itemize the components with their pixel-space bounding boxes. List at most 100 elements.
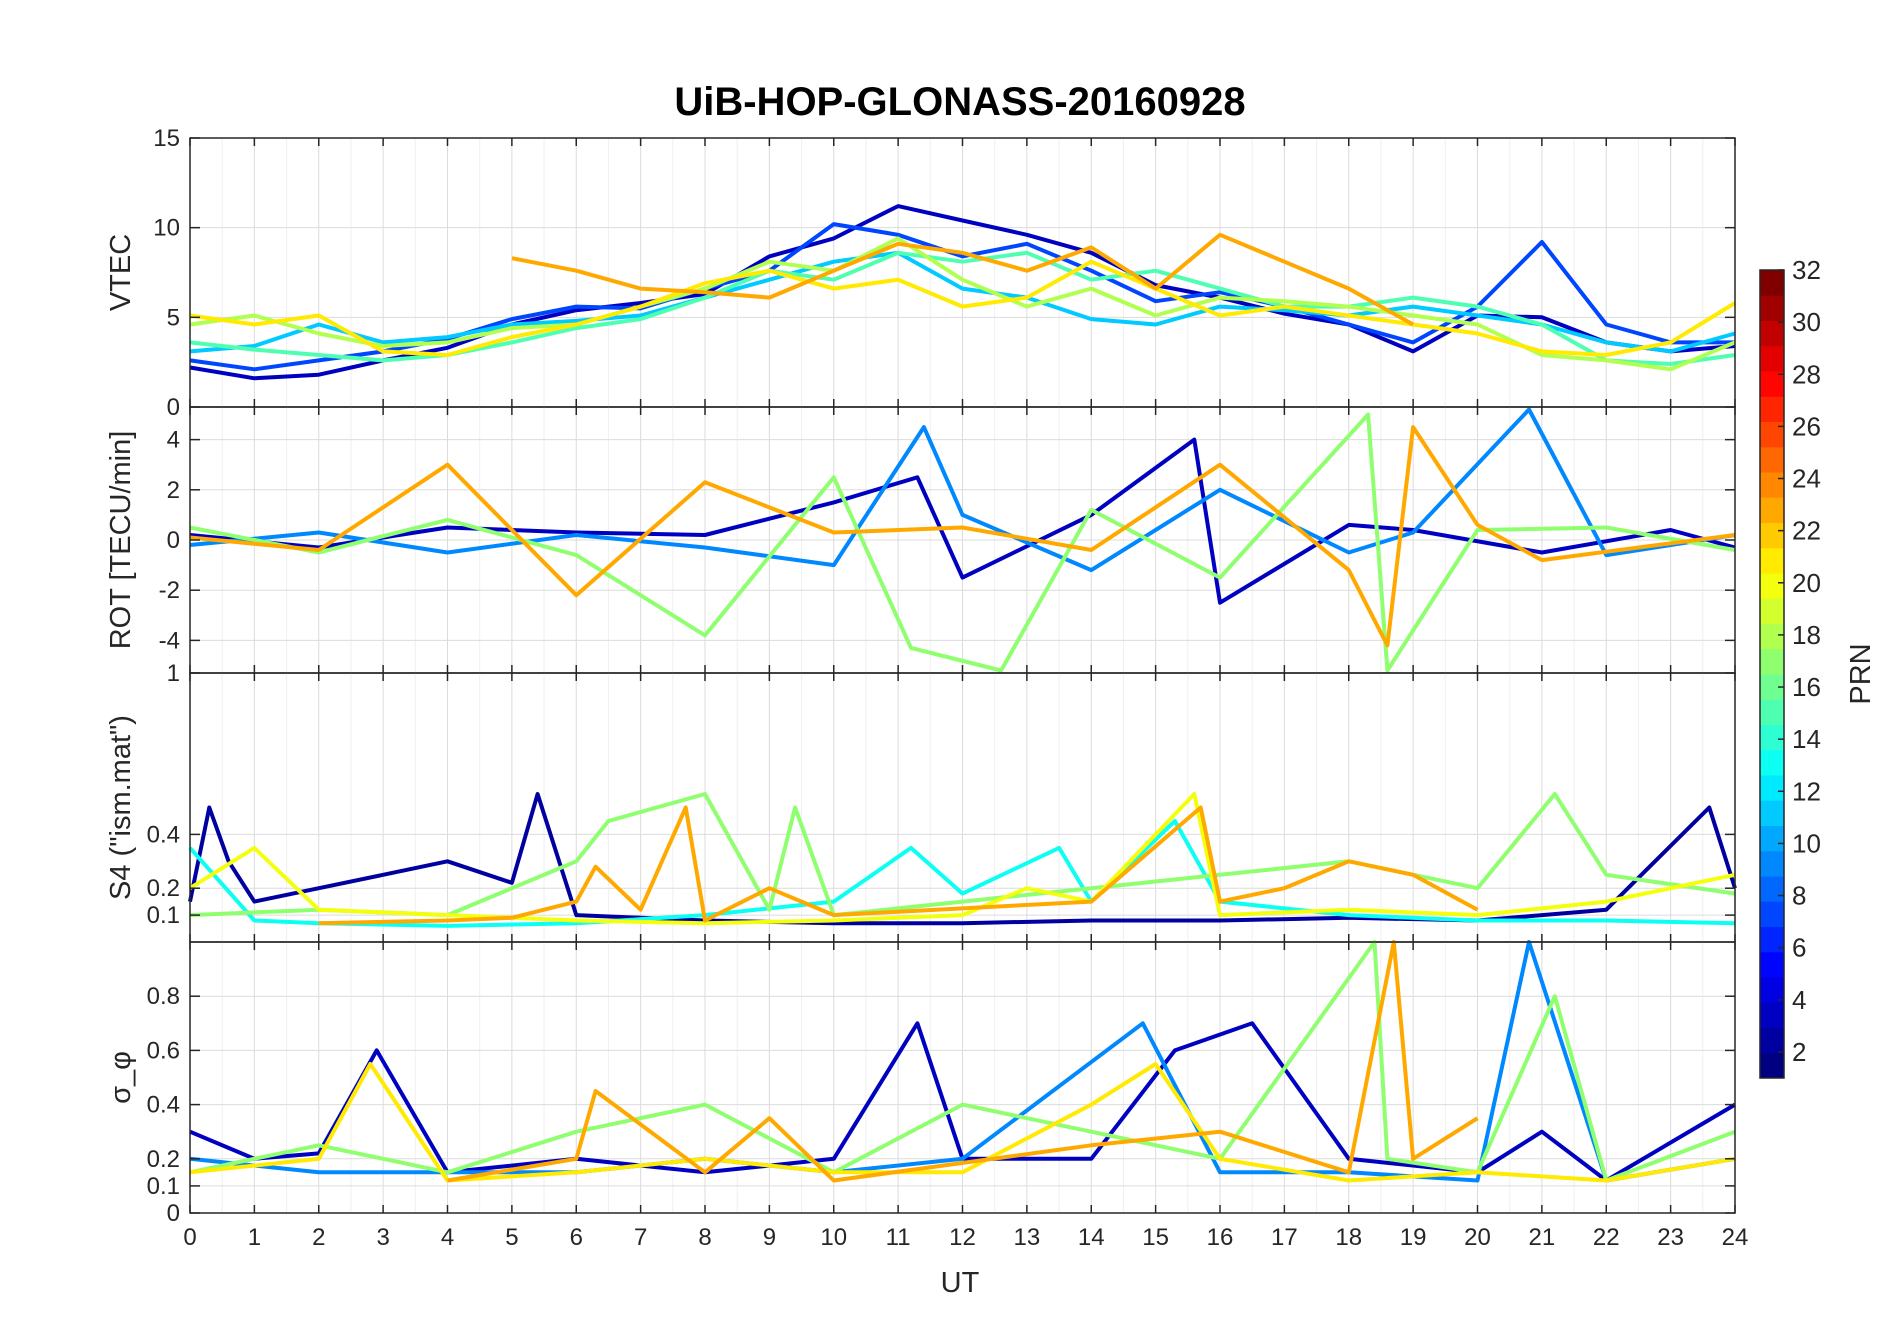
x-tick-label: 22 (1593, 1224, 1620, 1251)
x-tick-label: 1 (248, 1224, 261, 1251)
x-tick-label: 3 (376, 1224, 389, 1251)
x-tick-label: 20 (1464, 1224, 1491, 1251)
x-tick-label: 17 (1271, 1224, 1298, 1251)
colorbar-swatch (1760, 573, 1784, 599)
colorbar-swatch (1760, 1002, 1784, 1028)
x-tick-label: 9 (763, 1224, 776, 1251)
x-tick-label: 21 (1529, 1224, 1556, 1251)
series-line-prn-21 (189, 1062, 1736, 1183)
colorbar-swatch (1760, 472, 1784, 498)
series-line-prn-23 (447, 940, 1479, 1183)
y-axis-label: VTEC (105, 234, 137, 311)
y-tick-label: 10 (153, 215, 180, 242)
grid (189, 942, 1736, 1214)
panel-4: 00.10.2 0.4 0.6 0.8 σ_φ (105, 940, 1737, 1227)
y-tick-label: 0.4 (147, 1092, 180, 1119)
colorbar-swatch (1760, 901, 1784, 927)
colorbar-swatch (1760, 775, 1784, 801)
series-line-prn-23 (318, 805, 1479, 926)
y-axis-label: S4 ("ism.mat") (105, 715, 137, 900)
colorbar-swatch (1760, 1052, 1784, 1079)
x-tick-label: 18 (1335, 1224, 1362, 1251)
colorbar-tick-label: 24 (1792, 464, 1821, 494)
y-axis-label: σ_φ (105, 1051, 137, 1104)
colorbar-tick-label: 4 (1792, 985, 1806, 1015)
colorbar-swatch (1760, 749, 1784, 776)
y-tick-label: 0.4 (147, 821, 180, 848)
series-line-prn-9 (189, 940, 1736, 1183)
x-tick-label: 12 (949, 1224, 976, 1251)
x-tick-label: 15 (1142, 1224, 1169, 1251)
x-tick-label: 6 (570, 1224, 583, 1251)
x-tick-label: 16 (1207, 1224, 1234, 1251)
x-tick-label: 24 (1722, 1224, 1749, 1251)
colorbar-tick-label: 30 (1792, 307, 1821, 337)
panel-3: 0.10.2 0.4 1 S4 ("ism.mat") (105, 660, 1737, 943)
colorbar-swatch (1760, 850, 1784, 877)
colorbar-swatch (1760, 421, 1784, 448)
series-line-prn-13 (188, 819, 1736, 928)
colorbar-tick-label: 2 (1792, 1037, 1806, 1067)
colorbar-swatch (1760, 497, 1784, 523)
y-tick-label: 0.1 (147, 1173, 180, 1200)
grid (189, 137, 1736, 408)
colorbar-swatch (1760, 699, 1784, 725)
series-line-prn-11 (189, 250, 1736, 354)
series-line-prn-17 (189, 412, 1736, 673)
x-tick-label: 10 (820, 1224, 847, 1251)
colorbar-tick-label: 28 (1792, 359, 1821, 389)
colorbar-swatch (1760, 522, 1784, 549)
x-tick-label: 2 (312, 1224, 325, 1251)
y-tick-label: 0 (167, 1200, 180, 1227)
x-tick-label: 14 (1078, 1224, 1105, 1251)
colorbar-tick-label: 8 (1792, 881, 1806, 911)
y-tick-label: 0.6 (147, 1037, 180, 1064)
series-line-prn-18 (189, 236, 1736, 372)
series-line-prn-23 (189, 425, 1736, 648)
colorbar-swatch (1760, 1027, 1784, 1054)
colorbar-tick-label: 6 (1792, 933, 1806, 963)
y-tick-label: 0.2 (147, 1146, 180, 1173)
x-tick-label: 8 (698, 1224, 711, 1251)
colorbar-label: PRN (1845, 643, 1877, 704)
x-axis-label: UT (941, 1267, 980, 1299)
series-line-prn-9 (189, 407, 1736, 573)
colorbar-swatch (1760, 547, 1784, 574)
x-tick-label: 7 (634, 1224, 647, 1251)
x-tick-label: 5 (505, 1224, 518, 1251)
x-tick-label: 13 (1014, 1224, 1041, 1251)
colorbar-swatch (1760, 724, 1784, 751)
y-tick-label: 0.2 (147, 875, 180, 902)
colorbar-swatch (1760, 598, 1784, 624)
colorbar-swatch (1760, 623, 1784, 650)
series-line-prn-23 (511, 232, 1415, 327)
colorbar-tick-label: 18 (1792, 620, 1821, 650)
y-tick-label: -2 (159, 577, 180, 604)
colorbar-tick-label: 10 (1792, 828, 1821, 858)
chart-title: UiB-HOP-GLONASS-20160928 (674, 80, 1245, 124)
x-tick-label: 23 (1657, 1224, 1684, 1251)
colorbar-swatch (1760, 446, 1784, 473)
colorbar-swatch (1760, 951, 1784, 978)
y-axis-label: ROT [TECU/min] (105, 431, 137, 650)
x-tick-label: 19 (1400, 1224, 1427, 1251)
colorbar-box (1759, 269, 1785, 1079)
y-tick-label: 15 (153, 125, 180, 152)
colorbar-swatch (1760, 876, 1784, 902)
x-tick-labels: 0 1 2 3 4 5 6 7 8 9 10 11 12 13 14 15 16 17 18 19 20 21 22 23 24 (183, 1224, 1748, 1251)
y-tick-label: 2 (167, 477, 180, 504)
colorbar-tick-label: 12 (1792, 776, 1821, 806)
colorbar-tick-label: 22 (1792, 516, 1821, 546)
x-tick-label: 11 (886, 1224, 911, 1251)
x-tick-label: 0 (183, 1224, 196, 1251)
colorbar-swatch (1760, 800, 1784, 826)
colorbar-swatch (1760, 396, 1784, 422)
y-tick-label: 0 (167, 394, 180, 421)
y-tick-label: 0.8 (147, 983, 180, 1010)
y-tick-label: 4 (167, 427, 180, 454)
y-tick-label: 1 (167, 660, 180, 687)
colorbar-tick-label: 14 (1792, 724, 1821, 754)
colorbar-swatch (1760, 320, 1784, 347)
